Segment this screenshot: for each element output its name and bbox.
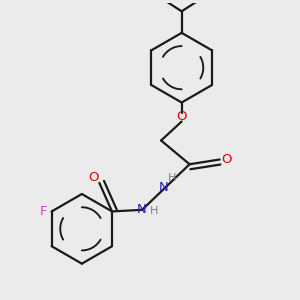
Text: O: O <box>221 153 232 166</box>
Text: O: O <box>88 171 99 184</box>
Text: H: H <box>150 206 158 216</box>
Text: N: N <box>137 203 147 216</box>
Text: H: H <box>168 173 176 183</box>
Text: O: O <box>176 110 187 123</box>
Text: N: N <box>158 181 168 194</box>
Text: F: F <box>40 205 47 218</box>
